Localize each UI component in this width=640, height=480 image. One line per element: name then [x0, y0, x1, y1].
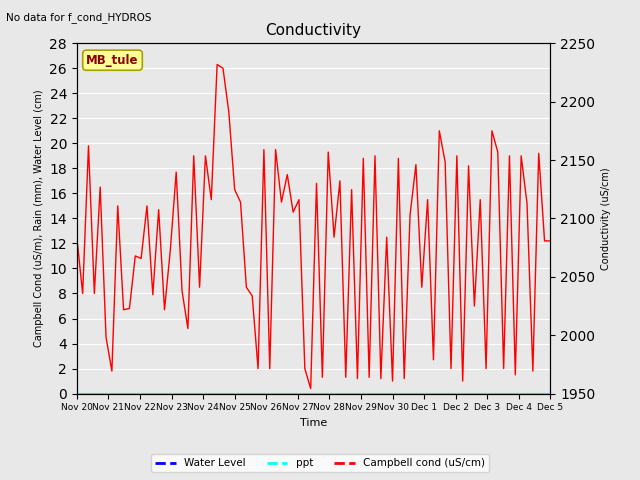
Text: No data for f_cond_HYDROS: No data for f_cond_HYDROS [6, 12, 152, 23]
Text: MB_tule: MB_tule [86, 54, 139, 67]
Legend: Water Level, ppt, Campbell cond (uS/cm): Water Level, ppt, Campbell cond (uS/cm) [151, 454, 489, 472]
Y-axis label: Campbell Cond (uS/m), Rain (mm), Water Level (cm): Campbell Cond (uS/m), Rain (mm), Water L… [34, 90, 44, 347]
Title: Conductivity: Conductivity [266, 23, 362, 38]
X-axis label: Time: Time [300, 418, 327, 428]
Y-axis label: Conductivity (uS/cm): Conductivity (uS/cm) [601, 167, 611, 270]
